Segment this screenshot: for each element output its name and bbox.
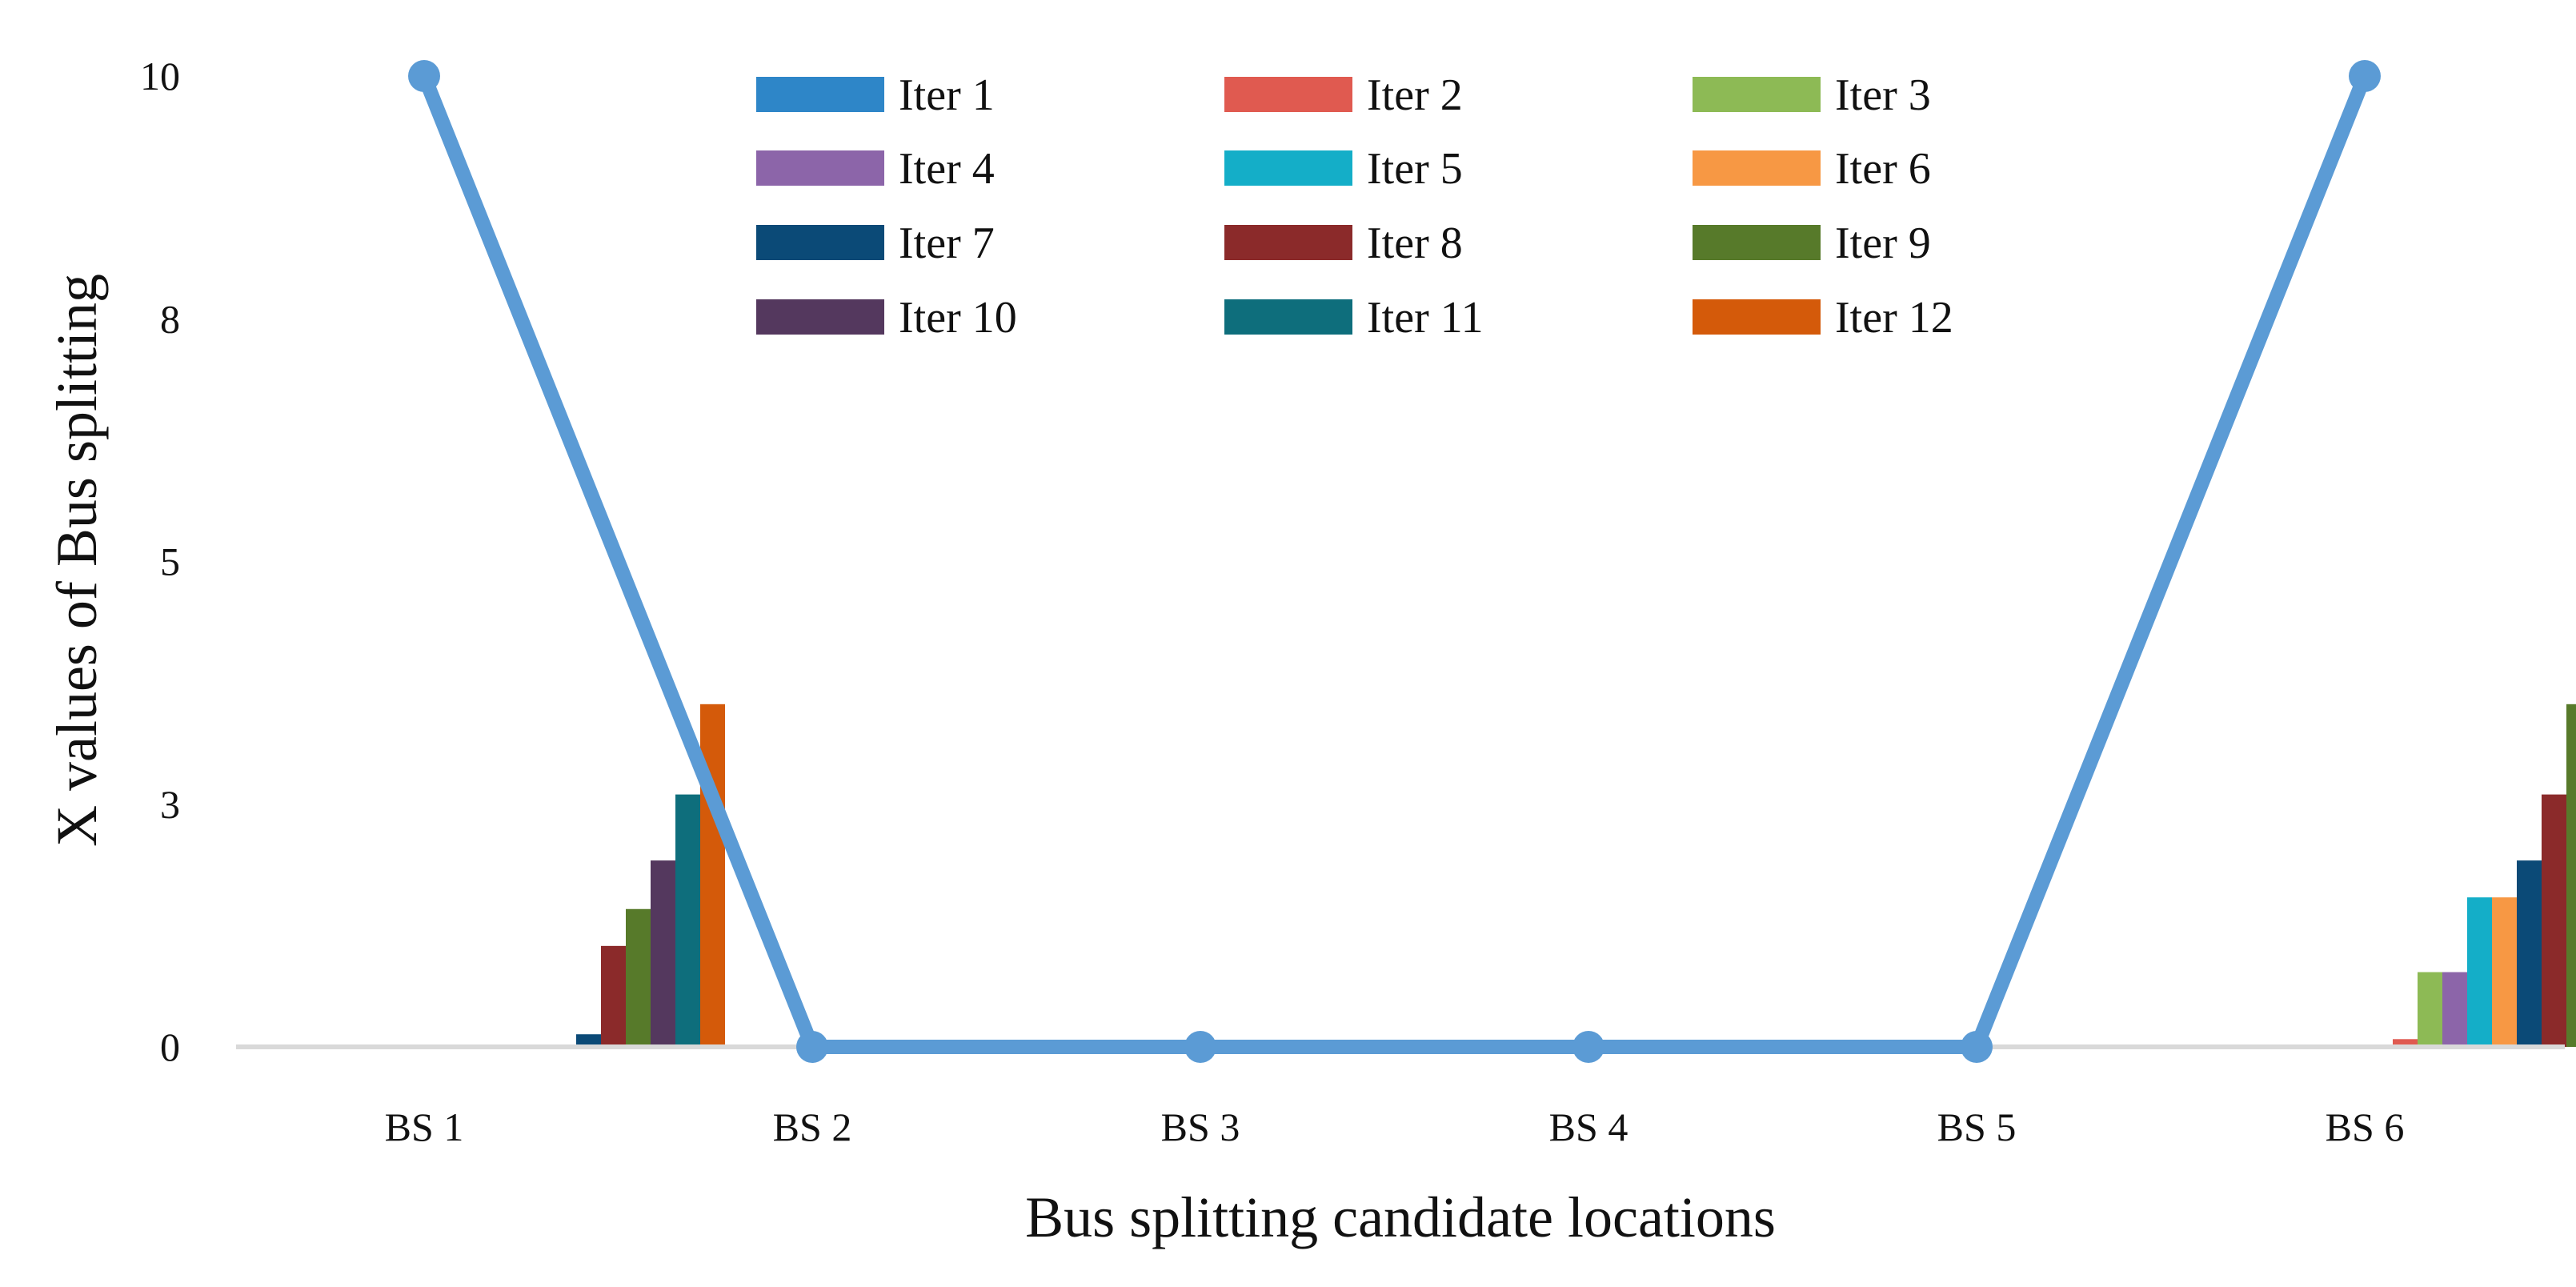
line-series-layer — [408, 60, 2381, 1063]
line-point-bs-3 — [1184, 1031, 1216, 1063]
bar-iter-7-bs-6 — [2517, 860, 2542, 1047]
line-point-bs-1 — [408, 60, 440, 92]
legend-label: Iter 7 — [899, 219, 995, 268]
legend-label: Iter 4 — [899, 144, 995, 194]
legend-swatch — [756, 299, 884, 335]
bar-iter-2-bs-6 — [2393, 1039, 2418, 1047]
bar-iter-8-bs-1 — [601, 945, 626, 1047]
legend-swatch — [1224, 77, 1352, 112]
x-axis-title: Bus splitting candidate locations — [1025, 1185, 1776, 1249]
x-tick-label: BS 3 — [1161, 1105, 1240, 1149]
legend-swatch — [1693, 299, 1821, 335]
legend-swatch — [756, 225, 884, 260]
legend-label: Iter 8 — [1367, 219, 1463, 268]
line-point-bs-2 — [796, 1031, 828, 1063]
y-axis-title: X values of Bus splitting — [45, 274, 109, 847]
x-tick-labels: BS 1 BS 2 BS 3 BS 4 BS 5 BS 6 — [385, 1105, 2405, 1149]
y-tick-label: 0 — [160, 1024, 180, 1069]
legend-swatch — [1693, 150, 1821, 186]
legend: Iter 1 Iter 2 Iter 3 Iter 4 Iter 5 Iter 6 Iter… — [756, 70, 1953, 343]
y-tick-label: 8 — [160, 296, 180, 341]
x-tick-label: BS 6 — [2326, 1105, 2405, 1149]
legend-swatch — [1693, 225, 1821, 260]
legend-label: Iter 2 — [1367, 70, 1463, 120]
legend-label: Iter 11 — [1367, 293, 1484, 343]
legend-swatch — [1224, 299, 1352, 335]
y-tick-label: 5 — [160, 539, 180, 584]
bar-iter-7-bs-1 — [576, 1034, 601, 1047]
x-tick-label: BS 2 — [773, 1105, 852, 1149]
line-point-bs-4 — [1572, 1031, 1604, 1063]
line-point-bs-6 — [2349, 60, 2381, 92]
legend-label: Iter 5 — [1367, 144, 1463, 194]
line-series-path — [417, 69, 2372, 1054]
legend-swatch — [756, 77, 884, 112]
legend-swatch — [1224, 225, 1352, 260]
bar-iter-5-bs-6 — [2467, 897, 2492, 1047]
bar-iter-8-bs-6 — [2542, 794, 2566, 1047]
x-tick-label: BS 5 — [1937, 1105, 2017, 1149]
bar-iter-6-bs-6 — [2492, 897, 2517, 1047]
y-tick-label: 3 — [160, 782, 180, 827]
legend-swatch — [1224, 150, 1352, 186]
legend-label: Iter 6 — [1835, 144, 1931, 194]
bar-iter-11-bs-1 — [675, 794, 700, 1047]
bar-iter-9-bs-1 — [626, 908, 651, 1047]
legend-label: Iter 9 — [1835, 219, 1931, 268]
bar-iter-12-bs-1 — [700, 704, 725, 1047]
bar-iter-9-bs-6 — [2566, 704, 2576, 1047]
legend-label: Iter 1 — [899, 70, 995, 120]
x-tick-label: BS 1 — [385, 1105, 464, 1149]
y-tick-label: 10 — [140, 54, 180, 98]
legend-label: Iter 12 — [1835, 293, 1953, 343]
legend-label: Iter 3 — [1835, 70, 1931, 120]
x-tick-label: BS 4 — [1549, 1105, 1629, 1149]
bar-iter-3-bs-6 — [2418, 972, 2442, 1047]
y-tick-labels: 0 3 5 8 10 — [140, 54, 180, 1069]
line-point-bs-5 — [1961, 1031, 1993, 1063]
bar-iter-10-bs-1 — [651, 860, 675, 1047]
legend-swatch — [1693, 77, 1821, 112]
legend-label: Iter 10 — [899, 293, 1017, 343]
bar-iter-4-bs-6 — [2442, 972, 2467, 1047]
legend-swatch — [756, 150, 884, 186]
